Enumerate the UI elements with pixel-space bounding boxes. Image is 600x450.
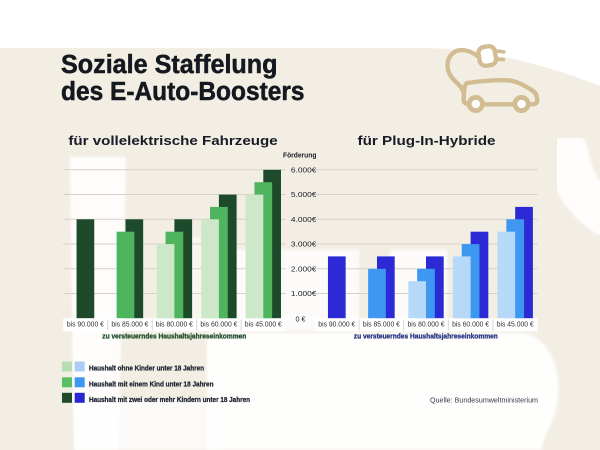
svg-text:bis 60.000 €: bis 60.000 € — [200, 320, 238, 329]
svg-text:für vollelektrische Fahrzeuge: für vollelektrische Fahrzeuge — [68, 133, 277, 148]
svg-text:des E-Auto-Boosters: des E-Auto-Boosters — [61, 78, 305, 106]
svg-text:Haushalt mit zwei oder mehr Ki: Haushalt mit zwei oder mehr Kindern unte… — [89, 397, 250, 404]
svg-text:bis 45.000 €: bis 45.000 € — [497, 320, 535, 329]
svg-text:bis 85.000 €: bis 85.000 € — [363, 320, 401, 329]
svg-text:2.000€: 2.000€ — [291, 264, 317, 273]
svg-text:bis 80.000 €: bis 80.000 € — [156, 320, 194, 329]
svg-text:für Plug-In-Hybride: für Plug-In-Hybride — [358, 133, 496, 148]
svg-text:bis 85.000 €: bis 85.000 € — [111, 320, 149, 329]
svg-text:zu versteuerndes Haushaltsjahr: zu versteuerndes Haushaltsjahreseinkomme… — [354, 334, 498, 341]
svg-text:Haushalt ohne Kinder unter 18: Haushalt ohne Kinder unter 18 Jahren — [89, 366, 204, 373]
svg-text:5.000€: 5.000€ — [291, 190, 317, 199]
svg-text:6.000€: 6.000€ — [291, 165, 317, 174]
svg-text:bis 45.000 €: bis 45.000 € — [245, 320, 283, 329]
svg-text:1.000€: 1.000€ — [291, 289, 317, 298]
svg-text:Förderung: Förderung — [283, 151, 317, 160]
svg-text:Haushalt mit einem Kind unter: Haushalt mit einem Kind unter 18 Jahren — [89, 381, 214, 388]
svg-text:zu versteuerndes Haushaltsjahr: zu versteuerndes Haushaltsjahreseinkomme… — [102, 334, 246, 341]
svg-text:bis 90.000 €: bis 90.000 € — [67, 320, 105, 329]
svg-text:3.000€: 3.000€ — [291, 240, 317, 249]
svg-text:bis 60.000 €: bis 60.000 € — [452, 320, 490, 329]
svg-text:bis 90.000 €: bis 90.000 € — [318, 320, 356, 329]
svg-text:Quelle: Bundesumweltministeriu: Quelle: Bundesumweltministerium — [430, 398, 538, 405]
svg-text:bis 80.000 €: bis 80.000 € — [408, 320, 446, 329]
svg-text:Soziale Staffelung: Soziale Staffelung — [61, 51, 278, 79]
svg-text:0 €: 0 € — [296, 315, 306, 324]
svg-text:4.000€: 4.000€ — [291, 215, 317, 224]
